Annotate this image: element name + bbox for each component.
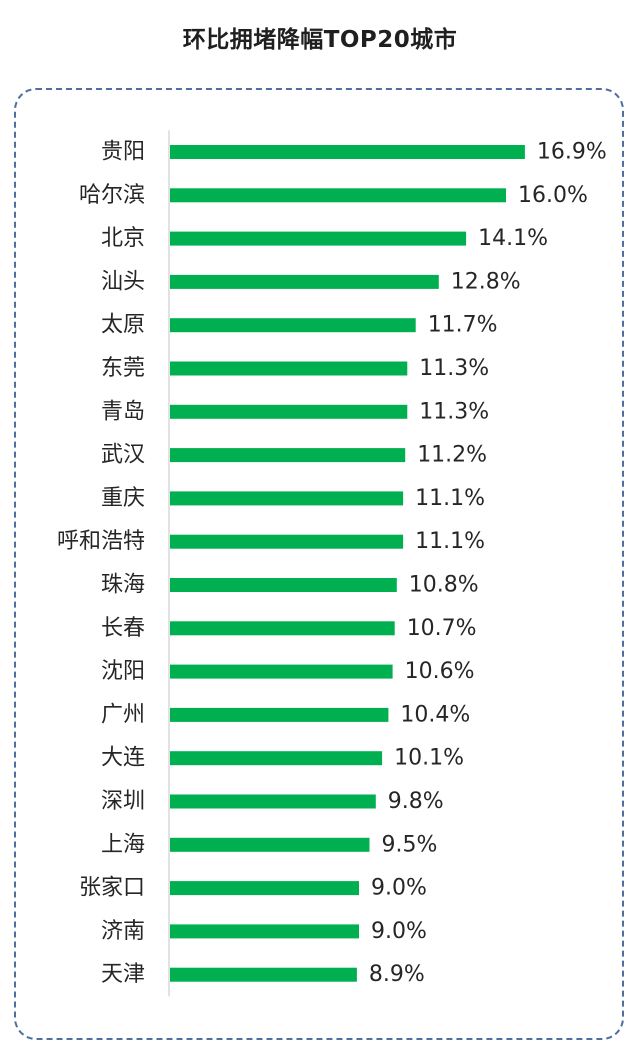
category-label: 武汉 [101,443,145,468]
value-label: 9.5% [382,832,438,857]
category-label: 上海 [101,832,145,857]
category-label: 广州 [101,702,145,727]
category-label: 东莞 [101,356,145,381]
category-label: 青岛 [101,399,145,424]
value-label: 11.2% [417,443,487,468]
bar [170,491,404,506]
bar [170,534,404,549]
value-label: 10.4% [400,702,470,727]
value-label: 10.8% [409,573,479,598]
value-label: 8.9% [369,962,425,987]
value-labels-group: 16.9% 16.0% 14.1% 12.8% 11.7% 11.3% 11.3% 11.2%… [369,140,607,988]
value-label: 10.7% [407,616,477,641]
bar [170,751,383,766]
category-label: 大连 [101,746,145,771]
bar [170,231,467,246]
category-label: 呼和浩特 [57,529,145,554]
value-label: 11.3% [419,399,489,424]
value-label: 11.3% [419,356,489,381]
category-label: 深圳 [101,789,145,814]
bar [170,578,397,592]
bar [170,621,395,636]
category-label: 长春 [101,616,145,641]
category-label: 重庆 [101,486,145,511]
value-label: 11.1% [415,529,485,554]
bar [170,448,406,463]
value-label: 10.6% [405,659,475,684]
category-label: 沈阳 [101,659,145,684]
bar [170,924,359,939]
value-label: 16.9% [537,140,607,165]
value-label: 9.0% [371,876,427,901]
value-label: 9.8% [388,789,444,814]
bar [170,361,408,376]
category-label: 天津 [101,962,145,987]
bar [170,837,370,852]
bar [170,881,359,896]
value-label: 10.1% [394,746,464,771]
bar [170,794,376,809]
category-label: 北京 [101,226,145,251]
value-label: 12.8% [451,269,521,294]
value-label: 9.0% [371,919,427,944]
bar [170,188,506,203]
bar [170,145,525,159]
bar [170,664,393,679]
bar [170,404,408,419]
category-label: 汕头 [101,269,145,294]
bar [170,318,416,333]
category-label: 贵阳 [101,140,145,165]
category-label: 济南 [101,919,145,944]
chart-frame [14,88,624,1040]
category-label: 珠海 [101,573,145,598]
category-label: 哈尔滨 [79,183,145,208]
category-label: 张家口 [79,876,145,901]
bar [170,707,389,722]
category-label: 太原 [101,313,145,338]
value-label: 11.7% [428,313,498,338]
bar [170,274,439,289]
value-label: 11.1% [415,486,485,511]
value-label: 16.0% [518,183,588,208]
bar [170,967,357,982]
chart-title: 环比拥堵降幅TOP20城市 [182,27,458,53]
bars-group [170,145,525,982]
category-labels-group: 贵阳哈尔滨北京汕头太原东莞青岛武汉重庆呼和浩特珠海长春沈阳广州大连深圳上海张家口… [57,140,145,988]
value-label: 14.1% [478,226,548,251]
